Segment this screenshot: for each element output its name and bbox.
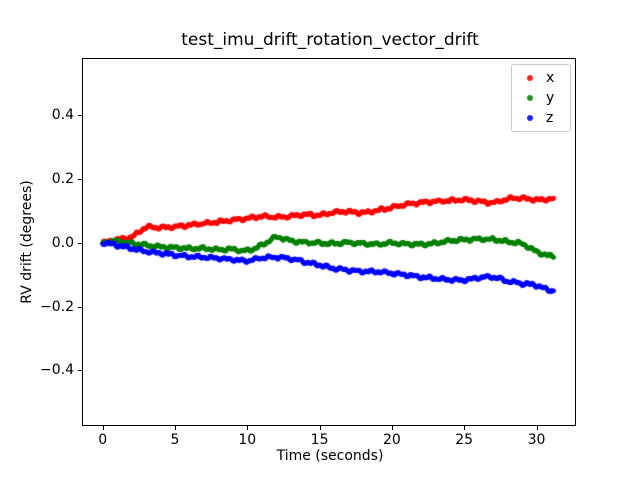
x-tick-label: 25	[455, 432, 474, 448]
legend-label: z	[546, 110, 554, 126]
legend-marker-icon	[527, 95, 533, 101]
x-tick-label: 20	[382, 432, 401, 448]
legend-item-z: z	[512, 108, 570, 128]
legend-item-y: y	[512, 88, 570, 108]
x-tick-mark	[319, 426, 321, 430]
x-tick-label: 0	[98, 432, 108, 448]
legend-label: x	[546, 70, 555, 86]
x-tick-label: 10	[238, 432, 257, 448]
y-tick-label: 0.4	[51, 107, 74, 124]
y-tick-label: −0.4	[40, 362, 74, 379]
x-tick-mark	[175, 426, 176, 430]
y-tick-mark	[78, 178, 82, 180]
y-tick-mark	[78, 115, 82, 117]
y-tick-mark	[78, 370, 82, 372]
y-tick-mark	[78, 306, 82, 308]
legend-item-x: x	[512, 68, 570, 88]
y-tick-label: −0.2	[40, 298, 74, 315]
x-tick-label: 15	[310, 432, 329, 448]
y-tick-label: 0.0	[51, 234, 74, 251]
plot-canvas	[82, 58, 576, 426]
x-tick-label: 30	[527, 432, 546, 448]
y-tick-mark	[78, 242, 82, 244]
x-tick-label: 5	[170, 432, 180, 448]
x-tick-mark	[102, 426, 104, 430]
chart-title: test_imu_drift_rotation_vector_drift	[181, 30, 479, 50]
x-tick-mark	[391, 426, 393, 430]
x-axis-label: Time (seconds)	[276, 448, 384, 464]
x-tick-mark	[464, 426, 466, 430]
legend-marker-icon	[527, 75, 533, 81]
legend-label: y	[546, 90, 555, 106]
legend-marker-icon	[527, 115, 533, 121]
x-tick-mark	[247, 426, 249, 430]
x-tick-mark	[536, 426, 538, 430]
y-tick-label: 0.2	[51, 170, 74, 187]
